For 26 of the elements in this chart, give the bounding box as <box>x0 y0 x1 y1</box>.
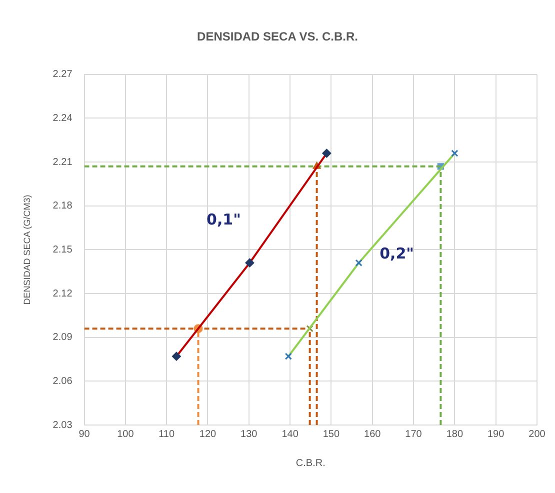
y-tick-label: 2.12 <box>52 288 73 300</box>
x-axis-title: C.B.R. <box>296 458 326 469</box>
y-tick-label: 2.27 <box>52 69 73 80</box>
x-tick-label: 140 <box>282 428 299 440</box>
y-tick-label: 2.21 <box>52 156 73 168</box>
x-tick-label: 160 <box>364 428 382 440</box>
series-label: 0,1" <box>206 210 241 229</box>
series-label: 0,2" <box>380 244 414 263</box>
y-tick-label: 2.09 <box>52 332 73 344</box>
x-tick-label: 90 <box>78 428 90 440</box>
x-tick-label: 110 <box>158 428 175 440</box>
x-tick-label: 200 <box>528 428 546 440</box>
y-tick-label: 2.18 <box>52 200 73 212</box>
x-tick-label: 100 <box>117 428 134 440</box>
y-tick-label: 2.24 <box>52 112 73 124</box>
y-tick-label: 2.03 <box>52 420 73 431</box>
x-tick-label: 180 <box>446 428 464 440</box>
x-tick-label: 130 <box>240 428 258 440</box>
x-tick-label: 150 <box>322 428 340 440</box>
x-tick-label: 170 <box>405 428 422 440</box>
y-tick-label: 2.06 <box>52 376 73 387</box>
y-tick-label: 2.15 <box>52 244 73 256</box>
y-axis-title: DENSIDAD SECA (G/CM3) <box>22 194 32 305</box>
x-tick-label: 120 <box>199 428 217 440</box>
x-tick-label: 190 <box>488 428 505 440</box>
chart-title: DENSIDAD SECA VS. C.B.R. <box>197 30 358 44</box>
